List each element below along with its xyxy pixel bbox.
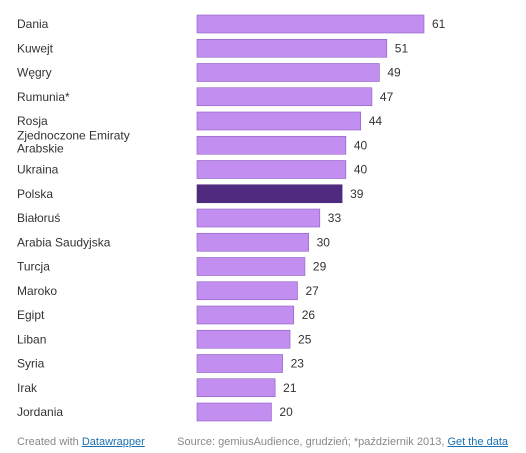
value-label-węgry: 49 [387,66,401,80]
category-label-zjednoczone-emiraty-arabskie: Zjednoczone Emiraty Arabskie [17,128,130,155]
bar-węgry [196,63,380,82]
value-label-syria: 23 [291,357,305,371]
category-label-turcja: Turcja [17,260,50,274]
category-label-jordania: Jordania [17,405,63,419]
credit: Created with Datawrapper [17,436,145,448]
source-text: Source: gemiusAudience, grudzień; *paźdz… [177,436,445,448]
bar-chart: Dania 61 Kuwejt 51 Węgry 49 Rumunia* 47 Rosja 44 Z… [17,14,446,422]
category-label-białoruś: Białoruś [17,211,60,225]
category-label-ukraina: Ukraina [17,163,59,177]
bar-kuwejt [196,38,388,58]
bar-irak [196,378,276,398]
value-label-egipt: 26 [302,308,316,322]
bar-dania [196,14,425,34]
category-label-węgry: Węgry [17,66,52,80]
bar-ukraina [196,160,347,179]
value-label-rosja: 44 [369,114,383,128]
category-label-liban: Liban [17,332,46,346]
chart-footer: Created with Datawrapper Source: gemiusA… [17,436,508,450]
category-label-dania: Dania [17,17,49,31]
category-label-arabia-saudyjska: Arabia Saudyjska [17,235,111,249]
bar-liban [196,329,291,349]
bar-polska [196,184,343,204]
credit-text: Created with [17,436,79,448]
value-label-polska: 39 [350,187,364,201]
bar-jordania [196,402,272,422]
bar-syria [196,354,283,373]
category-label-syria: Syria [17,357,45,371]
category-label-egipt: Egipt [17,308,45,322]
value-label-jordania: 20 [279,405,293,419]
bar-rosja [196,111,362,131]
datawrapper-link[interactable]: Datawrapper [81,436,145,448]
value-label-białoruś: 33 [328,211,342,225]
source-note: Source: gemiusAudience, grudzień; *paźdz… [177,436,508,448]
bar-białoruś [196,208,321,228]
category-label-irak: Irak [17,381,38,395]
category-label-maroko: Maroko [17,284,57,298]
value-label-irak: 21 [283,381,297,395]
get-data-link[interactable]: Get the data [447,436,508,448]
category-label-rumunia: Rumunia* [17,90,70,104]
bar-arabia-saudyjska [196,232,309,252]
bar-turcja [196,257,306,276]
value-label-arabia-saudyjska: 30 [317,235,331,249]
value-label-rumunia: 47 [380,90,394,104]
value-label-kuwejt: 51 [395,41,409,55]
bar-maroko [196,281,298,301]
category-label-rosja: Rosja [17,114,48,128]
bar-egipt [196,305,295,325]
category-label-kuwejt: Kuwejt [17,41,54,55]
bar-rumunia [196,87,373,107]
bar-zjednoczone-emiraty-arabskie [196,135,347,155]
category-label-polska: Polska [17,187,53,201]
value-label-dania: 61 [432,17,446,31]
value-label-maroko: 27 [305,284,319,298]
value-label-turcja: 29 [313,260,327,274]
value-label-zjednoczone-emiraty-arabskie: 40 [354,138,368,152]
value-label-liban: 25 [298,332,312,346]
value-label-ukraina: 40 [354,163,368,177]
